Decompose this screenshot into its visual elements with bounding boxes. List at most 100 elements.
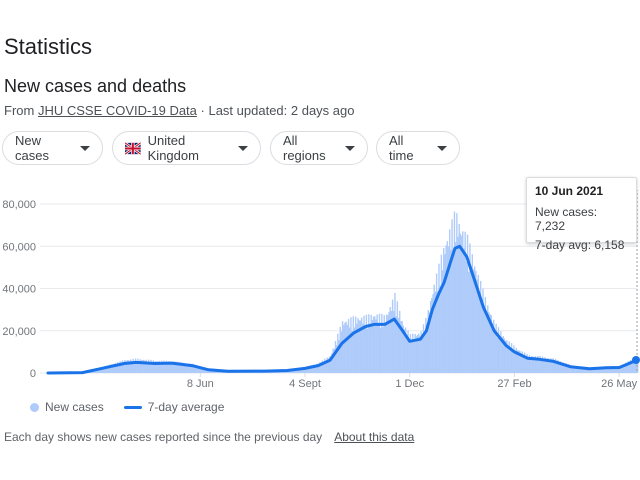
bar-new-cases bbox=[443, 248, 445, 373]
bar-new-cases bbox=[137, 358, 139, 373]
bar-new-cases bbox=[401, 320, 403, 373]
bar-new-cases bbox=[479, 280, 482, 373]
bar-new-cases bbox=[102, 367, 105, 373]
bar-new-cases bbox=[620, 365, 622, 373]
bar-new-cases bbox=[429, 301, 432, 373]
bar-new-cases bbox=[358, 320, 360, 373]
bar-new-cases bbox=[603, 366, 606, 373]
bar-new-cases bbox=[604, 366, 607, 373]
bar-new-cases bbox=[610, 367, 613, 373]
bar-new-cases bbox=[617, 366, 620, 373]
bar-new-cases bbox=[404, 327, 407, 373]
bar-new-cases bbox=[307, 367, 309, 373]
bar-new-cases bbox=[203, 368, 206, 373]
x-tick-label: 8 Jun bbox=[187, 378, 214, 390]
bar-new-cases bbox=[391, 299, 394, 373]
bar-new-cases bbox=[445, 245, 447, 373]
bar-new-cases bbox=[573, 366, 576, 373]
bar-new-cases bbox=[161, 360, 163, 373]
bar-new-cases bbox=[316, 363, 319, 373]
bar-new-cases bbox=[357, 318, 359, 373]
bar-new-cases bbox=[531, 356, 533, 373]
bar-new-cases bbox=[587, 368, 589, 373]
bar-new-cases bbox=[542, 359, 545, 373]
source-link[interactable]: JHU CSSE COVID-19 Data bbox=[37, 103, 197, 118]
y-tick-label: 40,000 bbox=[2, 284, 36, 296]
bar-new-cases bbox=[352, 316, 355, 373]
bar-new-cases bbox=[476, 279, 478, 373]
bar-new-cases bbox=[175, 363, 177, 373]
bar-new-cases bbox=[534, 356, 537, 373]
hover-point[interactable] bbox=[632, 355, 640, 364]
bar-new-cases bbox=[503, 338, 506, 373]
bar-new-cases bbox=[623, 365, 626, 373]
bar-new-cases bbox=[472, 269, 475, 373]
time-range-dropdown[interactable]: All time bbox=[376, 131, 460, 165]
bar-new-cases bbox=[363, 315, 365, 373]
bar-new-cases bbox=[197, 366, 200, 373]
section-title: New cases and deaths bbox=[4, 76, 187, 96]
bar-new-cases bbox=[200, 366, 202, 373]
bar-new-cases bbox=[500, 331, 502, 373]
bar-new-cases bbox=[508, 341, 510, 373]
bar-new-cases bbox=[572, 365, 575, 373]
bar-new-cases bbox=[448, 229, 451, 373]
bar-new-cases bbox=[318, 364, 320, 373]
bar-new-cases bbox=[403, 329, 406, 373]
bar-new-cases bbox=[359, 320, 362, 373]
tooltip-average: 7-day avg: 6,158 bbox=[535, 238, 625, 252]
bar-new-cases bbox=[371, 319, 374, 373]
bar-new-cases bbox=[118, 363, 120, 373]
region-dropdown[interactable]: All regions bbox=[270, 131, 368, 165]
bar-new-cases bbox=[339, 326, 341, 373]
bar-new-cases bbox=[296, 368, 299, 373]
bar-new-cases bbox=[629, 360, 632, 373]
bar-new-cases bbox=[525, 358, 527, 373]
chevron-down-icon bbox=[345, 145, 355, 151]
bar-new-cases bbox=[428, 312, 431, 373]
bar-new-cases bbox=[194, 364, 196, 373]
cases-chart[interactable]: 0 20,000 40,000 60,000 80,000 8 Jun 4 Sept 1 D… bbox=[0, 190, 640, 390]
country-dropdown[interactable]: United Kingdom bbox=[112, 131, 261, 165]
bar-new-cases bbox=[393, 311, 395, 373]
bar-new-cases bbox=[513, 345, 515, 373]
bar-new-cases bbox=[537, 355, 539, 373]
bar-new-cases bbox=[383, 315, 385, 373]
bar-new-cases bbox=[390, 310, 393, 373]
bar-new-cases bbox=[625, 362, 627, 373]
bar-new-cases bbox=[634, 358, 637, 373]
bar-new-cases bbox=[375, 319, 377, 373]
metric-dropdown[interactable]: New cases bbox=[2, 131, 103, 165]
bar-new-cases bbox=[183, 363, 186, 373]
y-tick-label: 0 bbox=[30, 368, 36, 380]
bar-new-cases bbox=[528, 355, 531, 373]
bar-new-cases bbox=[196, 365, 199, 373]
bar-new-cases bbox=[571, 366, 573, 373]
bar-new-cases bbox=[633, 358, 635, 373]
bar-new-cases bbox=[459, 233, 462, 373]
bar-new-cases bbox=[299, 368, 301, 373]
bar-new-cases bbox=[113, 363, 115, 373]
x-tick-label: 27 Feb bbox=[497, 378, 531, 390]
legend-dot-icon bbox=[30, 402, 39, 412]
bar-new-cases bbox=[128, 360, 131, 373]
bar-new-cases bbox=[409, 334, 412, 373]
legend-new-cases: New cases bbox=[45, 400, 104, 414]
bar-new-cases bbox=[362, 323, 364, 373]
bar-new-cases bbox=[566, 365, 569, 373]
bar-new-cases bbox=[136, 361, 138, 373]
bar-new-cases bbox=[504, 340, 507, 373]
bar-new-cases bbox=[345, 321, 347, 373]
bar-new-cases bbox=[579, 367, 582, 373]
bar-new-cases bbox=[171, 361, 174, 373]
bar-new-cases bbox=[169, 362, 171, 373]
bar-new-cases bbox=[609, 366, 612, 373]
bar-new-cases bbox=[594, 367, 596, 373]
bar-new-cases bbox=[434, 291, 437, 373]
bar-new-cases bbox=[615, 367, 617, 373]
about-data-link[interactable]: About this data bbox=[334, 430, 415, 444]
tooltip-date: 10 Jun 2021 bbox=[535, 184, 604, 198]
bar-new-cases bbox=[372, 316, 375, 373]
bar-new-cases bbox=[326, 357, 328, 373]
bar-new-cases bbox=[606, 366, 608, 373]
